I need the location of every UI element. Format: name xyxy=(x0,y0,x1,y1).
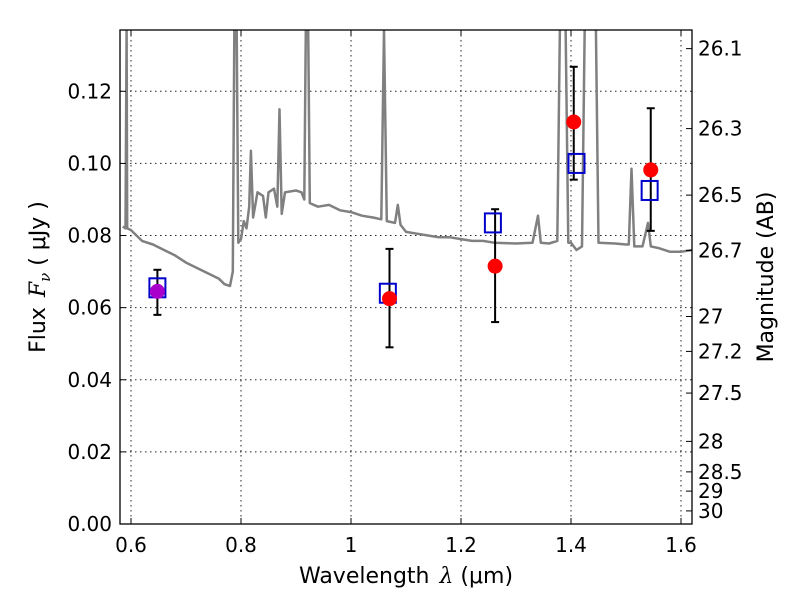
model-photometry-layer xyxy=(148,152,659,304)
x-axis-label-main: Wavelength xyxy=(299,564,430,589)
y-axis-label-main: Flux xyxy=(26,307,51,353)
x-axis-label-symbol: λ xyxy=(438,564,453,589)
x-tick-label: 1.4 xyxy=(555,533,587,557)
y2-tick-label: 30 xyxy=(698,499,723,523)
y-axis-label: Flux Fν ( μJy ) xyxy=(26,201,54,353)
x-tick-label: 1.2 xyxy=(445,533,477,557)
y2-tick-label: 28 xyxy=(698,429,723,453)
y2-tick-label: 26.3 xyxy=(698,117,743,141)
y2-tick-label: 26.1 xyxy=(698,37,743,61)
observed-point xyxy=(566,114,582,130)
x-axis-ticks: 0.6 0.8 1 1.2 1.4 1.6 xyxy=(115,30,697,557)
y2-tick-label: 27 xyxy=(698,304,723,328)
spectrum-layer xyxy=(122,30,692,288)
model-photometry-square xyxy=(567,152,586,174)
x-tick-label: 0.8 xyxy=(225,533,257,557)
y2-tick-label: 26.5 xyxy=(698,183,743,207)
error-bars-layer xyxy=(153,65,655,349)
observed-point xyxy=(382,291,397,307)
x-axis-label: Wavelength λ (μm) xyxy=(299,564,513,589)
y-axis-label-unit: ( μJy ) xyxy=(26,201,51,273)
y-tick-label: 0.00 xyxy=(67,512,112,536)
y2-tick-label: 27.5 xyxy=(698,381,743,405)
observed-points-layer xyxy=(149,114,659,307)
y-tick-label: 0.10 xyxy=(67,151,112,175)
y2-axis-label: Magnitude (AB) xyxy=(754,192,779,363)
y-tick-label: 0.04 xyxy=(67,368,112,392)
x-tick-label: 0.6 xyxy=(115,533,147,557)
y-axis-label-symbol: F xyxy=(26,281,51,298)
grid-layer xyxy=(120,30,692,525)
y2-tick-label: 29 xyxy=(698,479,723,503)
y-tick-label: 0.12 xyxy=(67,79,112,103)
x-axis-label-unit: (μm) xyxy=(453,564,513,589)
x-tick-label: 1 xyxy=(345,533,358,557)
y-tick-label: 0.08 xyxy=(67,224,112,248)
model-spectrum-line xyxy=(122,30,692,288)
observed-point xyxy=(149,283,165,299)
x-tick-label: 1.6 xyxy=(665,533,697,557)
y2-tick-label: 27.2 xyxy=(698,339,743,363)
y-axis-label-sub: ν xyxy=(36,273,54,282)
y2-tick-label: 26.7 xyxy=(698,238,743,262)
model-photometry-square xyxy=(640,179,659,201)
observed-point xyxy=(487,258,503,274)
y-tick-label: 0.02 xyxy=(67,440,112,464)
observed-point xyxy=(643,162,659,178)
y2-tick-label: 28.5 xyxy=(698,460,743,484)
plot-frame xyxy=(119,29,693,525)
y-axis-ticks: 0.00 0.02 0.04 0.06 0.08 0.10 0.12 xyxy=(67,79,126,536)
model-photometry-square xyxy=(483,212,502,234)
y-tick-label: 0.06 xyxy=(67,296,112,320)
